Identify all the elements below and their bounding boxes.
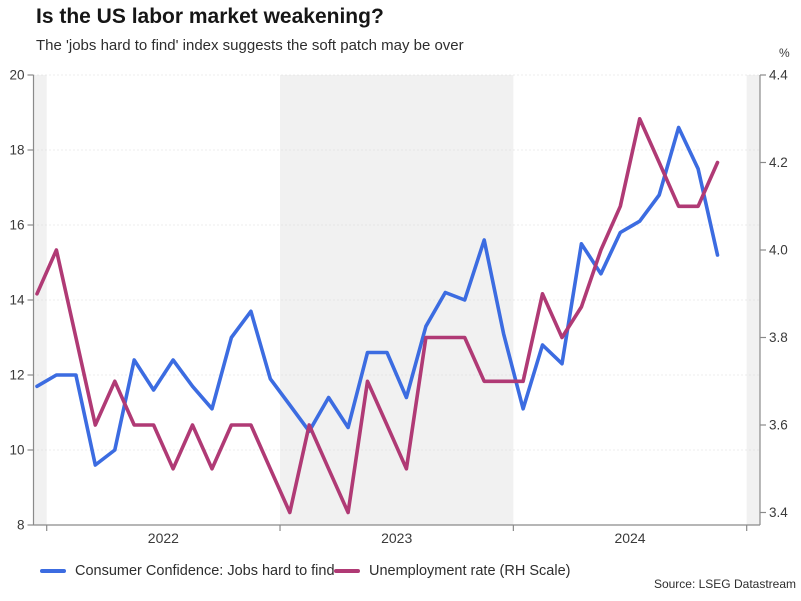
svg-text:3.6: 3.6 [769, 418, 788, 433]
svg-text:16: 16 [9, 218, 24, 233]
svg-text:14: 14 [9, 293, 25, 308]
svg-text:4.0: 4.0 [769, 243, 788, 258]
chart-subtitle: The 'jobs hard to find' index suggests t… [36, 37, 464, 54]
legend: Consumer Confidence: Jobs hard to find U… [0, 561, 801, 581]
svg-text:2023: 2023 [381, 530, 412, 546]
svg-text:3.8: 3.8 [769, 330, 788, 345]
svg-text:3.4: 3.4 [769, 505, 788, 520]
svg-text:2024: 2024 [614, 530, 645, 546]
legend-item-consumer-confidence: Consumer Confidence: Jobs hard to find [40, 561, 335, 581]
legend-label-consumer-confidence: Consumer Confidence: Jobs hard to find [75, 563, 335, 579]
svg-text:10: 10 [9, 443, 24, 458]
svg-text:8: 8 [17, 518, 25, 533]
svg-text:20: 20 [9, 68, 24, 83]
svg-text:4.2: 4.2 [769, 155, 788, 170]
source-text: Source: LSEG Datastream [653, 577, 796, 591]
svg-text:18: 18 [9, 143, 24, 158]
chart-title: Is the US labor market weakening? [36, 5, 384, 28]
right-axis-unit-label: % [779, 46, 790, 60]
svg-text:2022: 2022 [148, 530, 179, 546]
legend-swatch-unemployment-rate-icon [334, 568, 360, 574]
legend-swatch-consumer-confidence-icon [40, 568, 66, 574]
svg-text:12: 12 [9, 368, 24, 383]
legend-item-unemployment-rate: Unemployment rate (RH Scale) [334, 561, 570, 581]
legend-label-unemployment-rate: Unemployment rate (RH Scale) [369, 563, 571, 579]
svg-text:4.4: 4.4 [769, 68, 788, 83]
